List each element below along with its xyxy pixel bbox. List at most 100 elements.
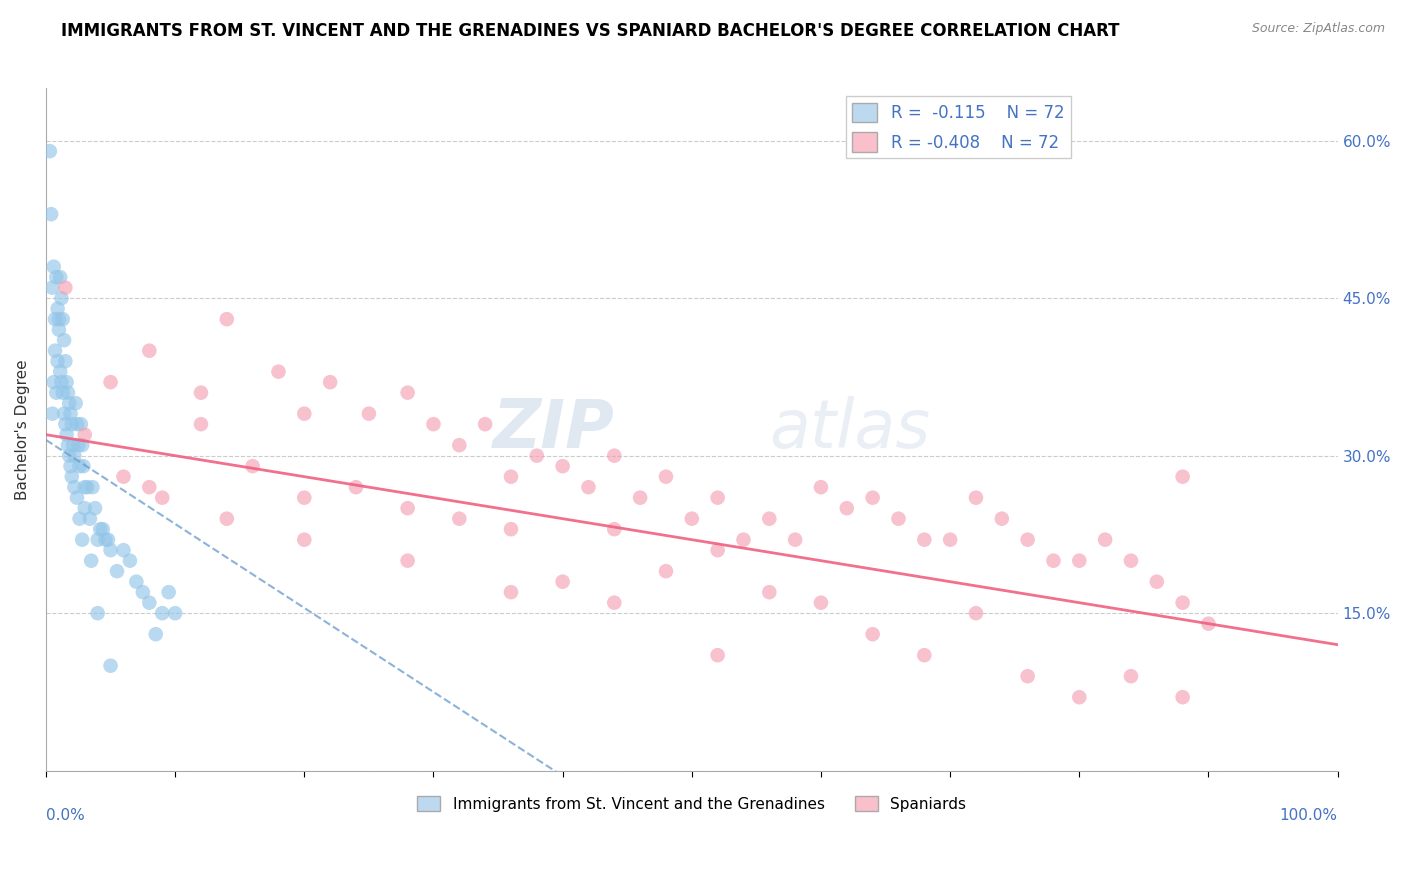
Text: 100.0%: 100.0% <box>1279 808 1337 823</box>
Point <box>56 438 79 452</box>
Point <box>965 491 987 505</box>
Point <box>267 365 290 379</box>
Point <box>59 407 82 421</box>
Point <box>912 533 935 547</box>
Text: 0.0%: 0.0% <box>46 808 84 823</box>
Point <box>72 459 94 474</box>
Point <box>681 511 703 525</box>
Point <box>53 417 76 432</box>
Point <box>150 606 173 620</box>
Point <box>991 511 1014 525</box>
Point <box>55 427 77 442</box>
Point <box>112 469 135 483</box>
Point <box>86 606 108 620</box>
Point <box>422 417 444 432</box>
Point <box>862 491 884 505</box>
Point <box>835 501 858 516</box>
Point <box>45 385 67 400</box>
Point <box>66 417 89 432</box>
Point <box>48 312 70 326</box>
Text: IMMIGRANTS FROM ST. VINCENT AND THE GRENADINES VS SPANIARD BACHELOR'S DEGREE COR: IMMIGRANTS FROM ST. VINCENT AND THE GREN… <box>62 22 1119 40</box>
Point <box>70 533 93 547</box>
Point <box>73 427 96 442</box>
Point <box>1171 596 1194 610</box>
Point <box>80 554 103 568</box>
Point <box>499 469 522 483</box>
Point <box>190 385 212 400</box>
Point <box>53 280 76 294</box>
Point <box>1017 533 1039 547</box>
Point <box>58 396 80 410</box>
Point <box>758 511 780 525</box>
Point <box>887 511 910 525</box>
Point <box>396 554 419 568</box>
Point <box>965 606 987 620</box>
Point <box>67 438 90 452</box>
Point <box>706 491 728 505</box>
Point <box>578 480 600 494</box>
Point <box>655 564 678 578</box>
Point <box>292 491 315 505</box>
Point <box>97 533 120 547</box>
Text: ZIP: ZIP <box>492 396 614 462</box>
Point <box>603 596 626 610</box>
Point <box>1119 669 1142 683</box>
Point <box>63 480 86 494</box>
Point <box>758 585 780 599</box>
Point <box>603 522 626 536</box>
Point <box>215 511 238 525</box>
Point <box>655 469 678 483</box>
Point <box>49 270 72 285</box>
Point <box>100 543 122 558</box>
Point <box>1198 616 1220 631</box>
Point <box>292 533 315 547</box>
Point <box>706 543 728 558</box>
Point <box>100 375 122 389</box>
Point <box>53 407 76 421</box>
Point <box>45 270 67 285</box>
Point <box>1069 554 1091 568</box>
Text: atlas: atlas <box>769 396 931 462</box>
Point <box>41 407 63 421</box>
Point <box>125 574 148 589</box>
Point <box>138 343 160 358</box>
Point <box>449 438 471 452</box>
Point <box>628 491 651 505</box>
Point <box>1042 554 1064 568</box>
Point <box>785 533 807 547</box>
Point <box>52 385 75 400</box>
Point <box>242 459 264 474</box>
Point <box>49 365 72 379</box>
Point <box>63 449 86 463</box>
Point <box>150 491 173 505</box>
Point <box>319 375 342 389</box>
Point <box>59 459 82 474</box>
Point <box>1069 690 1091 705</box>
Point <box>38 144 60 158</box>
Point <box>46 301 69 316</box>
Point <box>165 606 187 620</box>
Point <box>79 511 101 525</box>
Y-axis label: Bachelor's Degree: Bachelor's Degree <box>15 359 30 500</box>
Point <box>58 449 80 463</box>
Point <box>1094 533 1116 547</box>
Point <box>76 480 98 494</box>
Point <box>105 564 128 578</box>
Point <box>84 501 107 516</box>
Point <box>344 480 367 494</box>
Point <box>82 480 104 494</box>
Point <box>65 396 87 410</box>
Point <box>1119 554 1142 568</box>
Point <box>396 385 419 400</box>
Point <box>89 522 111 536</box>
Point <box>53 354 76 368</box>
Point <box>1017 669 1039 683</box>
Point <box>138 596 160 610</box>
Point <box>86 533 108 547</box>
Point <box>912 648 935 663</box>
Point <box>292 407 315 421</box>
Point <box>357 407 380 421</box>
Point <box>52 312 75 326</box>
Point <box>91 522 114 536</box>
Point <box>51 375 73 389</box>
